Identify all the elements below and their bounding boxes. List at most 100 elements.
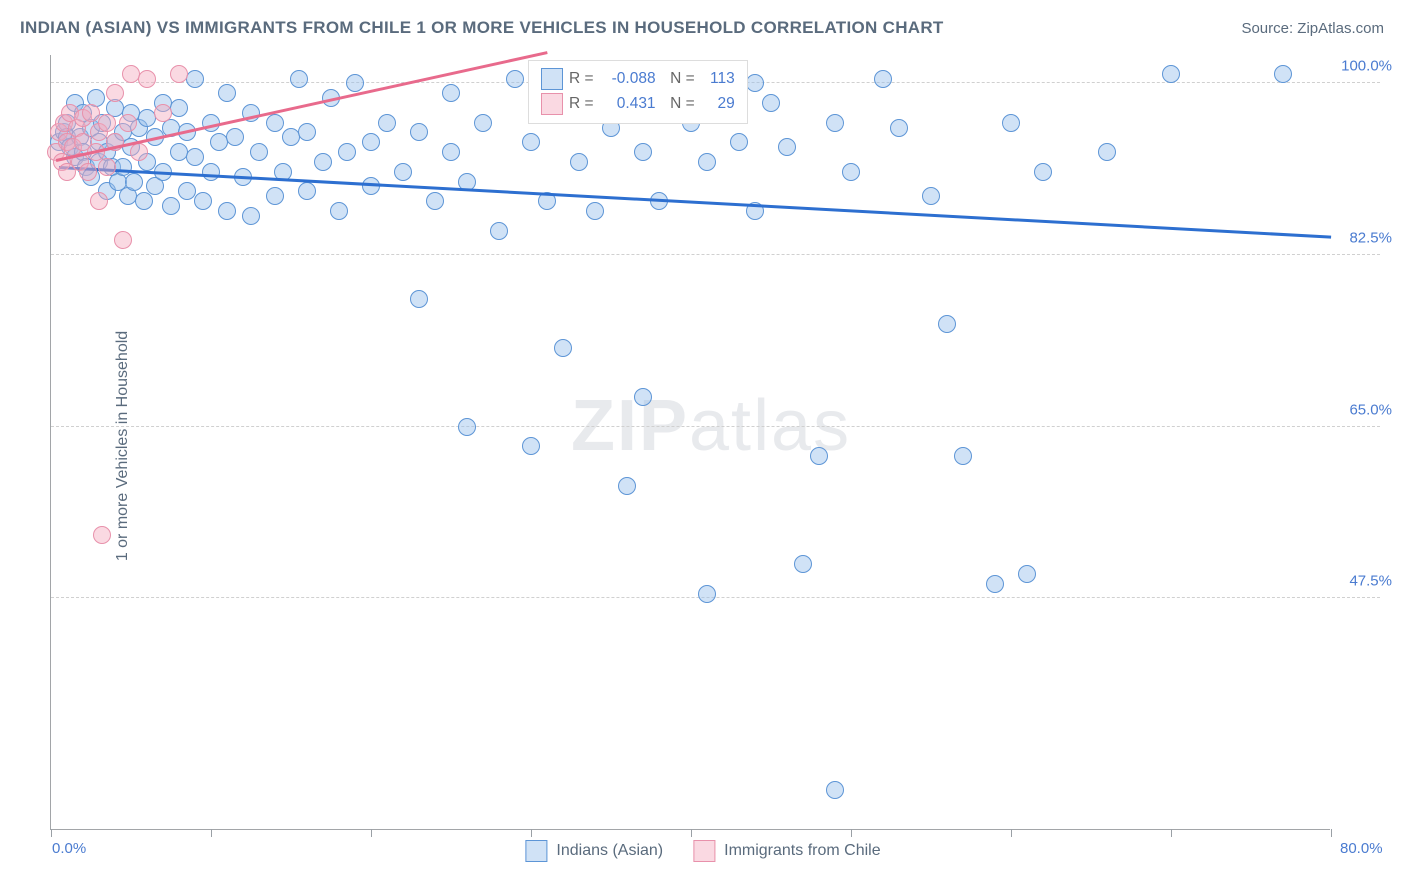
scatter-point bbox=[938, 315, 956, 333]
scatter-point bbox=[98, 158, 116, 176]
scatter-point bbox=[346, 74, 364, 92]
scatter-point bbox=[266, 114, 284, 132]
scatter-point bbox=[378, 114, 396, 132]
legend-row: R = 0.431 N = 29 bbox=[541, 92, 735, 117]
legend-label: Immigrants from Chile bbox=[724, 842, 880, 860]
scatter-point bbox=[154, 104, 172, 122]
scatter-point bbox=[226, 128, 244, 146]
scatter-point bbox=[394, 163, 412, 181]
legend-label: Indians (Asian) bbox=[556, 842, 663, 860]
x-tick bbox=[851, 829, 852, 837]
scatter-point bbox=[114, 231, 132, 249]
scatter-point bbox=[1274, 65, 1292, 83]
scatter-point bbox=[298, 182, 316, 200]
scatter-point bbox=[1098, 143, 1116, 161]
scatter-point bbox=[458, 418, 476, 436]
scatter-point bbox=[194, 192, 212, 210]
gridline bbox=[51, 597, 1380, 598]
scatter-point bbox=[554, 339, 572, 357]
stats-legend: R = -0.088 N = 113R = 0.431 N = 29 bbox=[528, 60, 748, 124]
scatter-point bbox=[362, 133, 380, 151]
source-label: Source: ZipAtlas.com bbox=[1241, 20, 1384, 37]
scatter-point bbox=[1002, 114, 1020, 132]
scatter-point bbox=[202, 163, 220, 181]
scatter-point bbox=[522, 437, 540, 455]
legend-swatch bbox=[541, 68, 563, 90]
scatter-point bbox=[778, 138, 796, 156]
scatter-point bbox=[178, 182, 196, 200]
trend-line bbox=[59, 166, 1331, 238]
scatter-point bbox=[218, 202, 236, 220]
scatter-point bbox=[79, 163, 97, 181]
scatter-point bbox=[826, 114, 844, 132]
scatter-point bbox=[186, 148, 204, 166]
scatter-point bbox=[298, 123, 316, 141]
scatter-point bbox=[362, 177, 380, 195]
scatter-point bbox=[106, 84, 124, 102]
scatter-point bbox=[842, 163, 860, 181]
scatter-point bbox=[874, 70, 892, 88]
scatter-point bbox=[634, 388, 652, 406]
x-tick bbox=[531, 829, 532, 837]
legend-swatch bbox=[693, 840, 715, 862]
x-tick bbox=[1331, 829, 1332, 837]
x-tick bbox=[211, 829, 212, 837]
scatter-point bbox=[1018, 565, 1036, 583]
scatter-point bbox=[922, 187, 940, 205]
scatter-point bbox=[290, 70, 308, 88]
x-axis-max-label: 80.0% bbox=[1340, 840, 1383, 857]
x-axis-min-label: 0.0% bbox=[52, 840, 86, 857]
scatter-point bbox=[82, 104, 100, 122]
scatter-point bbox=[218, 84, 236, 102]
bottom-legend-item: Immigrants from Chile bbox=[693, 840, 880, 862]
y-tick-label: 82.5% bbox=[1349, 230, 1392, 247]
scatter-point bbox=[746, 74, 764, 92]
scatter-point bbox=[490, 222, 508, 240]
scatter-point bbox=[954, 447, 972, 465]
scatter-point bbox=[162, 197, 180, 215]
scatter-point bbox=[826, 781, 844, 799]
legend-row: R = -0.088 N = 113 bbox=[541, 67, 735, 92]
scatter-point bbox=[810, 447, 828, 465]
scatter-point bbox=[618, 477, 636, 495]
scatter-point bbox=[250, 143, 268, 161]
scatter-point bbox=[130, 143, 148, 161]
scatter-point bbox=[330, 202, 348, 220]
scatter-point bbox=[506, 70, 524, 88]
x-tick bbox=[371, 829, 372, 837]
scatter-point bbox=[119, 114, 137, 132]
scatter-point bbox=[410, 123, 428, 141]
scatter-point bbox=[730, 133, 748, 151]
scatter-point bbox=[338, 143, 356, 161]
bottom-legend-item: Indians (Asian) bbox=[525, 840, 663, 862]
legend-swatch bbox=[541, 93, 563, 115]
scatter-point bbox=[138, 70, 156, 88]
y-tick-label: 47.5% bbox=[1349, 573, 1392, 590]
x-tick bbox=[691, 829, 692, 837]
scatter-point bbox=[698, 153, 716, 171]
gridline bbox=[51, 254, 1380, 255]
scatter-point bbox=[410, 290, 428, 308]
bottom-legend: Indians (Asian) Immigrants from Chile bbox=[525, 840, 880, 862]
scatter-point bbox=[314, 153, 332, 171]
y-tick-label: 65.0% bbox=[1349, 401, 1392, 418]
scatter-point bbox=[135, 192, 153, 210]
scatter-point bbox=[266, 187, 284, 205]
scatter-point bbox=[698, 585, 716, 603]
scatter-point bbox=[186, 70, 204, 88]
scatter-point bbox=[762, 94, 780, 112]
scatter-point bbox=[90, 192, 108, 210]
scatter-point bbox=[442, 84, 460, 102]
scatter-point bbox=[98, 114, 116, 132]
gridline bbox=[51, 426, 1380, 427]
x-tick bbox=[51, 829, 52, 837]
scatter-point bbox=[426, 192, 444, 210]
x-tick bbox=[1011, 829, 1012, 837]
scatter-point bbox=[986, 575, 1004, 593]
scatter-point bbox=[442, 143, 460, 161]
scatter-point bbox=[794, 555, 812, 573]
x-tick bbox=[1171, 829, 1172, 837]
y-tick-label: 100.0% bbox=[1341, 58, 1392, 75]
scatter-point bbox=[125, 173, 143, 191]
scatter-point bbox=[634, 143, 652, 161]
